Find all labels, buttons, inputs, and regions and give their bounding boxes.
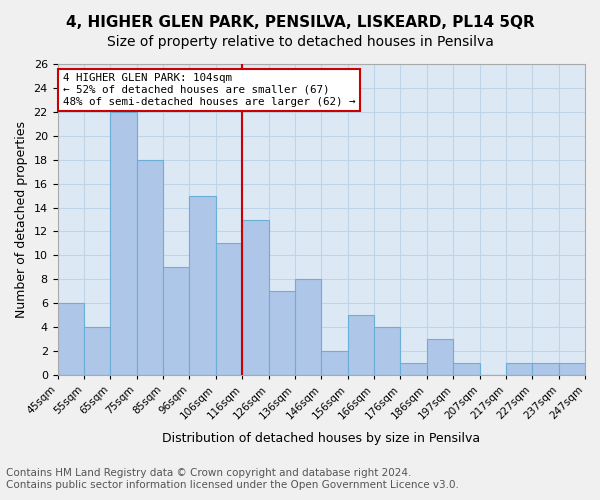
Bar: [374, 327, 400, 375]
Bar: [137, 160, 163, 375]
Bar: [506, 363, 532, 375]
Bar: [427, 339, 453, 375]
Bar: [110, 112, 137, 375]
Text: 4 HIGHER GLEN PARK: 104sqm
← 52% of detached houses are smaller (67)
48% of semi: 4 HIGHER GLEN PARK: 104sqm ← 52% of deta…: [63, 74, 355, 106]
Text: Size of property relative to detached houses in Pensilva: Size of property relative to detached ho…: [107, 35, 493, 49]
Bar: [295, 280, 321, 375]
Bar: [347, 315, 374, 375]
Bar: [532, 363, 559, 375]
Bar: [400, 363, 427, 375]
Bar: [84, 327, 110, 375]
Y-axis label: Number of detached properties: Number of detached properties: [15, 121, 28, 318]
Bar: [163, 268, 190, 375]
Bar: [58, 303, 84, 375]
Bar: [269, 292, 295, 375]
Text: 4, HIGHER GLEN PARK, PENSILVA, LISKEARD, PL14 5QR: 4, HIGHER GLEN PARK, PENSILVA, LISKEARD,…: [65, 15, 535, 30]
X-axis label: Distribution of detached houses by size in Pensilva: Distribution of detached houses by size …: [162, 432, 481, 445]
Text: Contains HM Land Registry data © Crown copyright and database right 2024.
Contai: Contains HM Land Registry data © Crown c…: [6, 468, 459, 490]
Bar: [190, 196, 216, 375]
Bar: [216, 244, 242, 375]
Bar: [559, 363, 585, 375]
Bar: [242, 220, 269, 375]
Bar: [321, 351, 347, 375]
Bar: [453, 363, 479, 375]
